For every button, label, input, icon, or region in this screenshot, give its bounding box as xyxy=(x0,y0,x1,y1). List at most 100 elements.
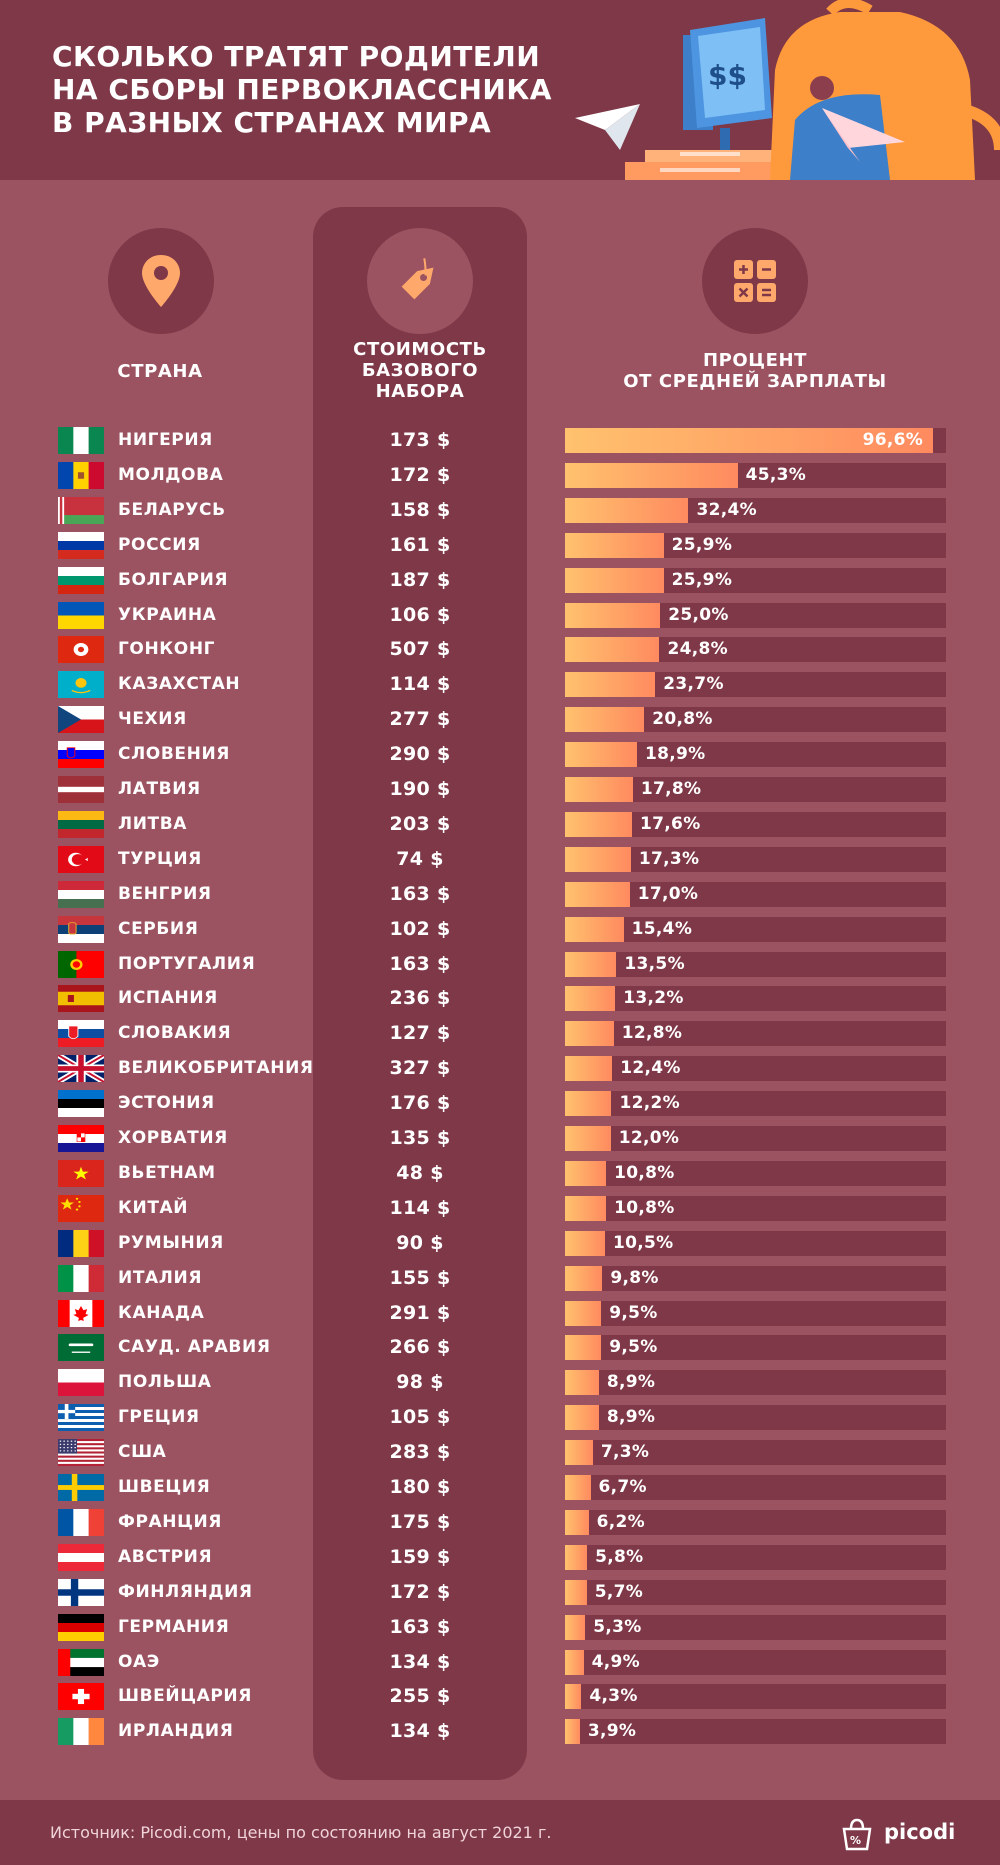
table-row: ТУРЦИЯ 74 $ 17,3% xyxy=(0,842,1000,877)
country-name: ГЕРМАНИЯ xyxy=(118,1616,230,1637)
bar-track: 45,3% xyxy=(565,462,946,488)
country-name: КИТАЙ xyxy=(118,1197,189,1218)
table-row: ЧЕХИЯ 277 $ 20,8% xyxy=(0,702,1000,737)
data-label: 25,9% xyxy=(671,534,733,555)
country-name: АВСТРИЯ xyxy=(118,1546,213,1567)
data-label: 45,3% xyxy=(745,464,807,485)
belarus-flag-icon xyxy=(58,496,104,524)
moldova-flag-icon xyxy=(58,461,104,489)
ukraine-flag-icon xyxy=(58,601,104,629)
cost-header-line-2: БАЗОВОГО xyxy=(361,360,479,381)
table-row: ШВЕЙЦАРИЯ 255 $ 4,3% xyxy=(0,1679,1000,1714)
table-row: РУМЫНИЯ 90 $ 10,5% xyxy=(0,1226,1000,1261)
italy-flag-icon xyxy=(58,1264,104,1292)
bar-track: 17,8% xyxy=(565,777,946,802)
pct-header-icon-circle xyxy=(702,228,808,334)
china-flag-icon xyxy=(58,1194,104,1222)
cost-value: 163 $ xyxy=(389,1615,451,1638)
bar xyxy=(565,497,689,523)
bar xyxy=(565,1370,599,1396)
data-label: 17,3% xyxy=(638,848,700,869)
cost-value: 327 $ xyxy=(389,1057,451,1080)
cost-value: 176 $ xyxy=(389,1092,451,1115)
cost-value: 236 $ xyxy=(389,987,451,1010)
table-row: БОЛГАРИЯ 187 $ 25,9% xyxy=(0,563,1000,598)
pct-column-header: ПРОЦЕНТ ОТ СРЕДНЕЙ ЗАРПЛАТЫ xyxy=(560,350,950,392)
cost-value: 161 $ xyxy=(389,533,451,556)
bar xyxy=(565,846,631,872)
table-row: ВЕНГРИЯ 163 $ 17,0% xyxy=(0,877,1000,912)
data-label: 18,9% xyxy=(645,744,706,765)
table-row: ВЕЛИКОБРИТАНИЯ 327 $ 12,4% xyxy=(0,1051,1000,1086)
table-row: КИТАЙ 114 $ 10,8% xyxy=(0,1191,1000,1226)
bar-track: 17,0% xyxy=(565,881,946,907)
bar-track: 13,5% xyxy=(565,951,946,977)
table-row: ФИНЛЯНДИЯ 172 $ 5,7% xyxy=(0,1575,1000,1610)
bar-track: 8,9% xyxy=(565,1405,946,1431)
table-row: ГОНКОНГ 507 $ 24,8% xyxy=(0,632,1000,667)
cost-value: 127 $ xyxy=(389,1022,451,1045)
data-label: 10,8% xyxy=(614,1162,675,1183)
data-label: 25,0% xyxy=(668,604,729,625)
bar-track: 7,3% xyxy=(565,1440,946,1466)
country-name: ПОЛЬША xyxy=(118,1372,212,1393)
bar xyxy=(565,1579,587,1605)
cost-value: 163 $ xyxy=(389,882,451,905)
uae-flag-icon xyxy=(58,1648,104,1676)
bar-track: 17,3% xyxy=(565,846,946,872)
data-label: 9,5% xyxy=(609,1302,658,1323)
cost-value: 106 $ xyxy=(389,603,451,626)
country-name: ВЕЛИКОБРИТАНИЯ xyxy=(118,1058,314,1079)
bar xyxy=(565,1230,605,1256)
table-row: МОЛДОВА 172 $ 45,3% xyxy=(0,458,1000,493)
country-name: КАНАДА xyxy=(118,1302,205,1323)
bar xyxy=(565,1160,607,1186)
bar-track: 5,8% xyxy=(565,1544,946,1570)
country-name: ВЕНГРИЯ xyxy=(118,883,212,904)
data-label: 9,8% xyxy=(610,1267,659,1288)
country-name: ТУРЦИЯ xyxy=(118,848,202,869)
data-label: 96,6% xyxy=(862,430,924,450)
country-name: САУД. АРАВИЯ xyxy=(118,1337,271,1358)
cost-value: 255 $ xyxy=(389,1685,451,1708)
bar xyxy=(565,1265,603,1291)
ireland-flag-icon xyxy=(58,1718,104,1746)
pct-header-line-1: ПРОЦЕНТ xyxy=(702,350,808,371)
data-label: 5,8% xyxy=(595,1546,644,1567)
bar-track: 4,9% xyxy=(565,1649,946,1675)
bar xyxy=(565,1195,607,1221)
calculator-icon xyxy=(734,260,776,302)
saudi-arabia-flag-icon xyxy=(58,1334,104,1362)
cost-header-line-3: НАБОРА xyxy=(375,381,465,402)
bar xyxy=(565,428,934,453)
title-line-3: В РАЗНЫХ СТРАНАХ МИРА xyxy=(52,106,492,139)
data-label: 4,3% xyxy=(589,1686,638,1707)
country-name: ИТАЛИЯ xyxy=(118,1267,203,1288)
bar-track: 6,7% xyxy=(565,1475,946,1500)
serbia-flag-icon xyxy=(58,915,104,943)
cost-value: 175 $ xyxy=(389,1510,451,1533)
country-header-icon-circle xyxy=(108,228,214,334)
bar xyxy=(565,672,656,698)
cost-value: 159 $ xyxy=(389,1545,451,1568)
cost-value: 507 $ xyxy=(389,638,451,661)
country-name: ПОРТУГАЛИЯ xyxy=(118,953,256,974)
bar xyxy=(565,1300,602,1326)
data-label: 24,8% xyxy=(667,639,728,660)
data-label: 12,4% xyxy=(620,1058,681,1079)
hungary-flag-icon xyxy=(58,880,104,908)
country-name: ИСПАНИЯ xyxy=(118,988,218,1009)
cost-value: 290 $ xyxy=(389,743,451,766)
data-label: 6,7% xyxy=(598,1477,647,1497)
germany-flag-icon xyxy=(58,1613,104,1641)
data-label: 13,2% xyxy=(623,988,684,1009)
bulgaria-flag-icon xyxy=(58,566,104,594)
data-label: 12,2% xyxy=(619,1093,680,1114)
table-row: НИГЕРИЯ 173 $ 96,6% xyxy=(0,423,1000,458)
country-name: ОАЭ xyxy=(118,1651,160,1672)
country-name: ГРЕЦИЯ xyxy=(118,1407,200,1428)
country-name: РУМЫНИЯ xyxy=(118,1232,224,1253)
country-name: ШВЕЙЦАРИЯ xyxy=(118,1686,252,1707)
data-label: 3,9% xyxy=(587,1721,637,1742)
bar-track: 25,9% xyxy=(565,567,946,593)
